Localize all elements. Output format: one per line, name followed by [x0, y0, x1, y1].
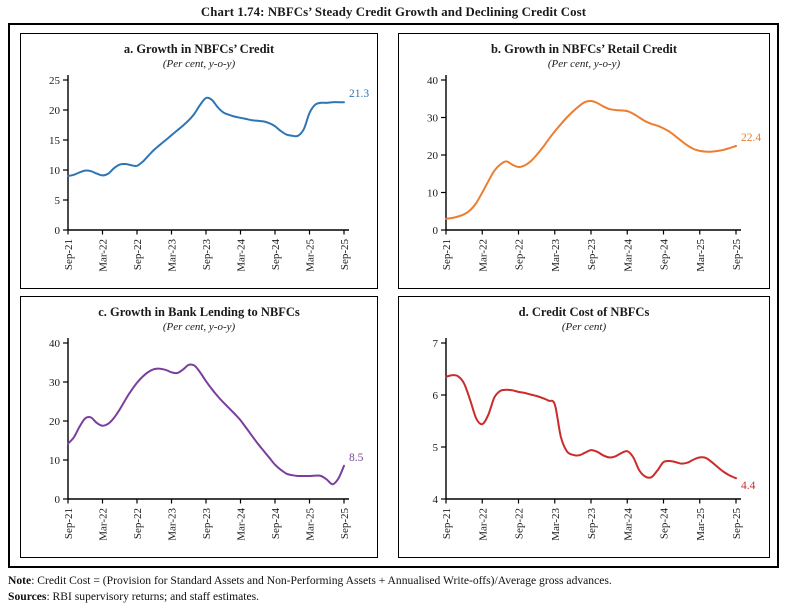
x-tick-label: Mar-24: [622, 508, 634, 541]
y-tick-label: 4: [433, 494, 439, 506]
line-chart-nbfc-credit: 0 5 10 15 20 25 Sep-21 Mar-22 Sep-22 Mar-23 Sep-23…: [49, 75, 369, 272]
x-tick-label: Sep-21: [63, 508, 75, 539]
end-value-label: 8.5: [349, 452, 364, 464]
y-tick-label: 10: [427, 187, 439, 199]
note-text: : Credit Cost = (Provision for Standard …: [31, 574, 612, 587]
x-tick-label: Sep-21: [441, 508, 453, 539]
y-tick-label: 25: [49, 75, 61, 87]
y-tick-label: 0: [55, 225, 61, 237]
y-tick-label: 20: [49, 416, 61, 428]
line-chart-credit-cost-nbfcs: 4 5 6 7 Sep-21 Mar-22 Sep-22 Mar-23 Sep-23 Mar-24…: [433, 338, 756, 541]
x-tick-label: Mar-23: [167, 239, 179, 272]
panel-c-subtitle: (Per cent, y-o-y): [162, 321, 236, 333]
x-tick-label: Mar-23: [550, 508, 562, 541]
panel-growth-nbfc-credit: a. Growth in NBFCs’ Credit (Per cent, y-…: [20, 33, 378, 289]
x-tick-label: Sep-22: [132, 508, 144, 539]
x-tick-label: Mar-24: [622, 239, 634, 272]
y-tick-label: 7: [433, 338, 439, 350]
x-tick-label: Mar-25: [695, 508, 707, 541]
x-tick-label: Sep-21: [63, 239, 75, 270]
sources-line: Sources: RBI supervisory returns; and st…: [8, 589, 779, 605]
figure-frame: a. Growth in NBFCs’ Credit (Per cent, y-…: [8, 23, 779, 568]
x-tick-label: Sep-23: [201, 508, 213, 540]
y-tick-label: 30: [427, 112, 439, 124]
end-value-label: 22.4: [741, 132, 761, 144]
x-tick-label: Sep-24: [270, 239, 282, 271]
panel-a-title: a. Growth in NBFCs’ Credit: [123, 42, 275, 56]
y-tick-label: 5: [433, 442, 439, 454]
x-tick-label: Sep-21: [441, 239, 453, 270]
x-tick-label: Mar-25: [305, 239, 317, 272]
x-tick-label: Mar-24: [236, 508, 248, 541]
x-tick-label: Sep-22: [514, 239, 526, 270]
x-tick-label: Sep-23: [586, 508, 598, 540]
x-tick-label: Sep-22: [132, 239, 144, 270]
x-tick-label: Mar-23: [550, 239, 562, 272]
series-line: [67, 96, 345, 177]
panel-a-subtitle: (Per cent, y-o-y): [162, 58, 236, 70]
x-tick-label: Sep-24: [659, 239, 671, 271]
end-value-label: 21.3: [349, 88, 369, 100]
panel-b-title: b. Growth in NBFCs’ Retail Credit: [490, 42, 678, 56]
y-tick-label: 20: [427, 150, 439, 162]
panel-d-subtitle: (Per cent): [561, 321, 607, 333]
panel-d-title: d. Credit Cost of NBFCs: [518, 305, 650, 319]
y-tick-label: 40: [427, 75, 439, 87]
x-tick-label: Sep-23: [201, 239, 213, 271]
y-tick-label: 0: [55, 494, 61, 506]
y-tick-label: 15: [49, 135, 61, 147]
note-label: Note: [8, 574, 32, 587]
x-tick-label: Mar-24: [236, 239, 248, 272]
y-tick-label: 0: [433, 225, 439, 237]
x-tick-label: Sep-22: [514, 508, 526, 539]
y-tick-label: 20: [49, 105, 61, 117]
note-line: Note: Credit Cost = (Provision for Stand…: [8, 573, 779, 589]
x-tick-label: Mar-25: [695, 239, 707, 272]
y-tick-label: 10: [49, 165, 61, 177]
x-tick-label: Sep-24: [659, 508, 671, 540]
panel-credit-cost-nbfcs: d. Credit Cost of NBFCs (Per cent) 4 5 6 7 S…: [398, 296, 770, 558]
x-tick-label: Mar-22: [98, 239, 110, 272]
x-tick-label: Mar-22: [477, 239, 489, 272]
x-tick-label: Sep-25: [339, 239, 351, 271]
figure-footnotes: Note: Credit Cost = (Provision for Stand…: [8, 573, 779, 606]
x-tick-label: Mar-23: [167, 508, 179, 541]
panel-b-subtitle: (Per cent, y-o-y): [547, 58, 621, 70]
y-tick-label: 10: [49, 455, 61, 467]
series-line: [445, 374, 737, 480]
series-line: [67, 363, 345, 486]
x-tick-label: Mar-25: [305, 508, 317, 541]
y-tick-label: 40: [49, 338, 61, 350]
sources-text: : RBI supervisory returns; and staff est…: [46, 590, 260, 604]
line-chart-nbfc-retail-credit: 0 10 20 30 40 Sep-21 Mar-22 Sep-22 Mar-23 Sep-23 M…: [427, 75, 761, 272]
x-tick-label: Sep-25: [731, 239, 743, 271]
y-tick-label: 30: [49, 377, 61, 389]
panel-c-title: c. Growth in Bank Lending to NBFCs: [98, 305, 300, 319]
x-tick-label: Mar-22: [98, 508, 110, 541]
sources-label: Sources: [8, 590, 47, 604]
x-tick-label: Mar-22: [477, 508, 489, 541]
x-tick-label: Sep-23: [586, 239, 598, 271]
x-tick-label: Sep-25: [339, 508, 351, 540]
end-value-label: 4.4: [741, 480, 756, 492]
line-chart-bank-lending-nbfcs: 0 10 20 30 40 Sep-21 Mar-22 Sep-22 Mar-23 Sep-23 M…: [49, 338, 364, 541]
x-tick-label: Sep-25: [731, 508, 743, 540]
x-tick-label: Sep-24: [270, 508, 282, 540]
panel-growth-bank-lending-nbfcs: c. Growth in Bank Lending to NBFCs (Per …: [20, 296, 378, 558]
panel-growth-nbfc-retail-credit: b. Growth in NBFCs’ Retail Credit (Per c…: [398, 33, 770, 289]
figure-title: Chart 1.74: NBFCs’ Steady Credit Growth …: [200, 5, 587, 19]
series-line: [445, 99, 737, 220]
y-tick-label: 6: [433, 390, 439, 402]
y-tick-label: 5: [55, 195, 61, 207]
